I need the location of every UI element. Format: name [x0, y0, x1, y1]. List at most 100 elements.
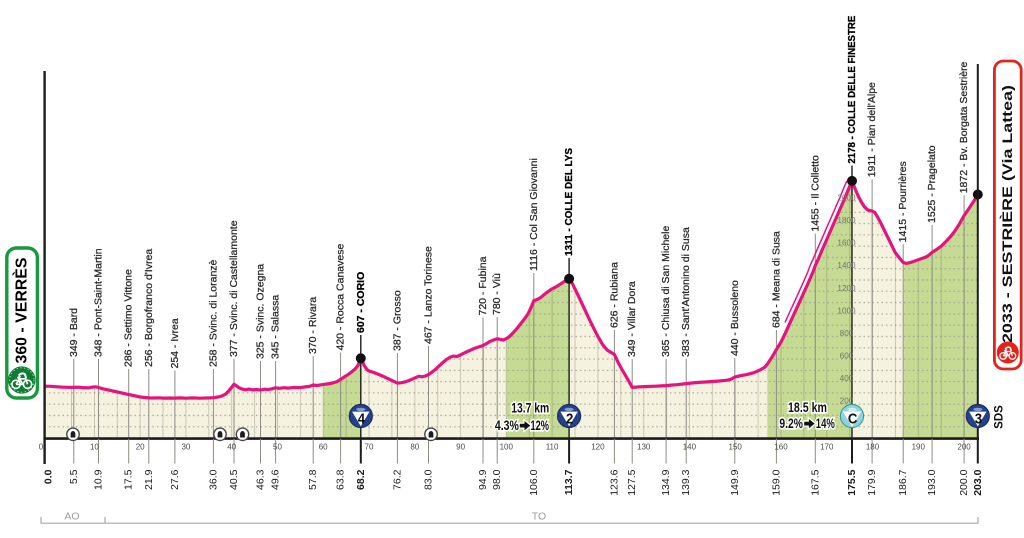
- svg-text:SDS: SDS: [994, 405, 1006, 429]
- svg-text:80: 80: [410, 443, 419, 452]
- svg-text:186.7: 186.7: [897, 469, 909, 495]
- svg-text:14%: 14%: [816, 416, 835, 431]
- svg-text:256 - Borgofranco d'Ivrea: 256 - Borgofranco d'Ivrea: [143, 249, 155, 367]
- svg-text:18.5 km: 18.5 km: [788, 400, 827, 415]
- svg-text:27.6: 27.6: [169, 469, 181, 490]
- svg-text:440 - Bussoleno: 440 - Bussoleno: [729, 280, 741, 356]
- svg-text:1200: 1200: [837, 284, 856, 293]
- svg-text:200.0: 200.0: [958, 469, 970, 495]
- svg-text:349 - Bard: 349 - Bard: [68, 308, 80, 357]
- svg-text:94.9: 94.9: [477, 469, 489, 490]
- svg-text:467 - Lanzo Torinese: 467 - Lanzo Torinese: [423, 246, 435, 344]
- svg-text:200: 200: [957, 443, 971, 452]
- svg-text:1000: 1000: [837, 306, 856, 315]
- svg-text:400: 400: [840, 374, 854, 383]
- svg-text:49.6: 49.6: [270, 469, 282, 490]
- svg-text:3: 3: [975, 410, 982, 427]
- svg-text:254 - Ivrea: 254 - Ivrea: [169, 318, 181, 368]
- svg-text:60: 60: [319, 443, 328, 452]
- svg-text:4: 4: [358, 410, 365, 427]
- svg-text:5.5: 5.5: [68, 469, 80, 484]
- svg-text:113.7: 113.7: [563, 469, 575, 495]
- svg-text:180: 180: [866, 443, 880, 452]
- svg-text:2033 - SESTRIÈRE (Via Lattea): 2033 - SESTRIÈRE (Via Lattea): [1000, 85, 1015, 343]
- svg-text:98.0: 98.0: [491, 469, 503, 490]
- svg-text:170: 170: [820, 443, 834, 452]
- svg-text:140: 140: [683, 443, 697, 452]
- svg-text:36.0: 36.0: [207, 469, 219, 490]
- svg-text:0.0: 0.0: [43, 469, 55, 484]
- svg-text:134.9: 134.9: [660, 469, 672, 495]
- svg-text:70: 70: [365, 443, 374, 452]
- svg-text:160: 160: [774, 443, 788, 452]
- svg-text:150: 150: [729, 443, 743, 452]
- svg-text:10: 10: [90, 443, 99, 452]
- svg-text:4.3%: 4.3%: [495, 418, 519, 433]
- svg-text:130: 130: [637, 443, 651, 452]
- svg-text:139.3: 139.3: [680, 469, 692, 495]
- svg-text:179.9: 179.9: [866, 469, 878, 495]
- svg-text:149.9: 149.9: [729, 469, 741, 495]
- svg-text:607 - CORIO: 607 - CORIO: [355, 272, 367, 333]
- svg-text:17.5: 17.5: [123, 469, 135, 490]
- svg-text:106.0: 106.0: [528, 469, 540, 495]
- svg-text:21.9: 21.9: [143, 469, 155, 490]
- svg-text:30: 30: [181, 443, 190, 452]
- svg-text:258 - Svinc. di Loranzè: 258 - Svinc. di Loranzè: [207, 259, 219, 367]
- svg-text:123.6: 123.6: [608, 469, 620, 495]
- svg-text:120: 120: [591, 443, 605, 452]
- svg-text:1600: 1600: [837, 239, 856, 248]
- svg-text:159.0: 159.0: [770, 469, 782, 495]
- svg-text:720 - Fubina: 720 - Fubina: [477, 256, 489, 315]
- svg-text:684 - Meana di Susa: 684 - Meana di Susa: [770, 231, 782, 328]
- svg-text:63.8: 63.8: [335, 469, 347, 490]
- svg-text:50: 50: [273, 443, 282, 452]
- svg-text:C: C: [848, 410, 858, 427]
- svg-text:2178 - COLLE DELLE FINESTRE: 2178 - COLLE DELLE FINESTRE: [846, 16, 858, 164]
- svg-text:90: 90: [456, 443, 465, 452]
- svg-text:40: 40: [227, 443, 236, 452]
- svg-text:100: 100: [500, 443, 514, 452]
- svg-text:57.8: 57.8: [307, 469, 319, 490]
- svg-text:360 - VERRÈS: 360 - VERRÈS: [12, 257, 31, 363]
- svg-text:377 - Svinc. di Castellamonte: 377 - Svinc. di Castellamonte: [228, 220, 240, 357]
- svg-text:1911 - Pian dell'Alpe: 1911 - Pian dell'Alpe: [866, 82, 878, 177]
- svg-text:1800: 1800: [837, 216, 856, 225]
- svg-text:10.9: 10.9: [93, 469, 105, 490]
- svg-text:1116 - Col San Giovanni: 1116 - Col San Giovanni: [528, 158, 540, 271]
- svg-text:365 - Chiusa di San Michele: 365 - Chiusa di San Michele: [660, 226, 672, 357]
- svg-text:1455 - Il Colletto: 1455 - Il Colletto: [809, 155, 821, 232]
- svg-text:110: 110: [546, 443, 559, 452]
- svg-text:370 - Rivara: 370 - Rivara: [307, 297, 319, 354]
- svg-text:20: 20: [136, 443, 145, 452]
- svg-text:2000: 2000: [837, 194, 856, 203]
- svg-text:286 - Settimo Vittone: 286 - Settimo Vittone: [123, 269, 135, 367]
- svg-text:1872 - Bv. Borgata Sestrière: 1872 - Bv. Borgata Sestrière: [958, 61, 970, 193]
- svg-text:800: 800: [840, 329, 854, 338]
- svg-text:127.5: 127.5: [626, 469, 638, 495]
- svg-text:46.3: 46.3: [255, 469, 267, 490]
- svg-text:13.7 km: 13.7 km: [511, 401, 549, 416]
- svg-text:12%: 12%: [531, 418, 550, 433]
- svg-text:383 - Sant'Antonino di Susa: 383 - Sant'Antonino di Susa: [680, 227, 692, 357]
- svg-text:9.2%: 9.2%: [779, 416, 803, 431]
- svg-text:2: 2: [566, 410, 573, 427]
- svg-text:200: 200: [840, 397, 854, 406]
- svg-text:AO: AO: [64, 511, 79, 523]
- svg-text:1525 - Pragelato: 1525 - Pragelato: [926, 145, 938, 223]
- svg-text:600: 600: [840, 352, 854, 361]
- svg-text:TO: TO: [532, 511, 546, 523]
- svg-text:193.0: 193.0: [926, 469, 938, 495]
- svg-text:348 - Pont-Saint-Martin: 348 - Pont-Saint-Martin: [93, 248, 105, 357]
- svg-text:1311 - COLLE DEL LYS: 1311 - COLLE DEL LYS: [563, 148, 575, 256]
- svg-text:0: 0: [39, 443, 44, 452]
- svg-text:1400: 1400: [837, 261, 856, 270]
- svg-text:40.5: 40.5: [228, 469, 240, 490]
- svg-text:1415 - Pourrières: 1415 - Pourrières: [897, 161, 909, 242]
- svg-text:349 - Villar Dora: 349 - Villar Dora: [626, 281, 638, 357]
- svg-text:626 - Rubiana: 626 - Rubiana: [608, 262, 620, 328]
- svg-text:175.5: 175.5: [846, 469, 858, 495]
- svg-text:387 - Grosso: 387 - Grosso: [391, 290, 403, 351]
- svg-text:76.2: 76.2: [391, 469, 403, 490]
- svg-text:68.2: 68.2: [355, 469, 367, 490]
